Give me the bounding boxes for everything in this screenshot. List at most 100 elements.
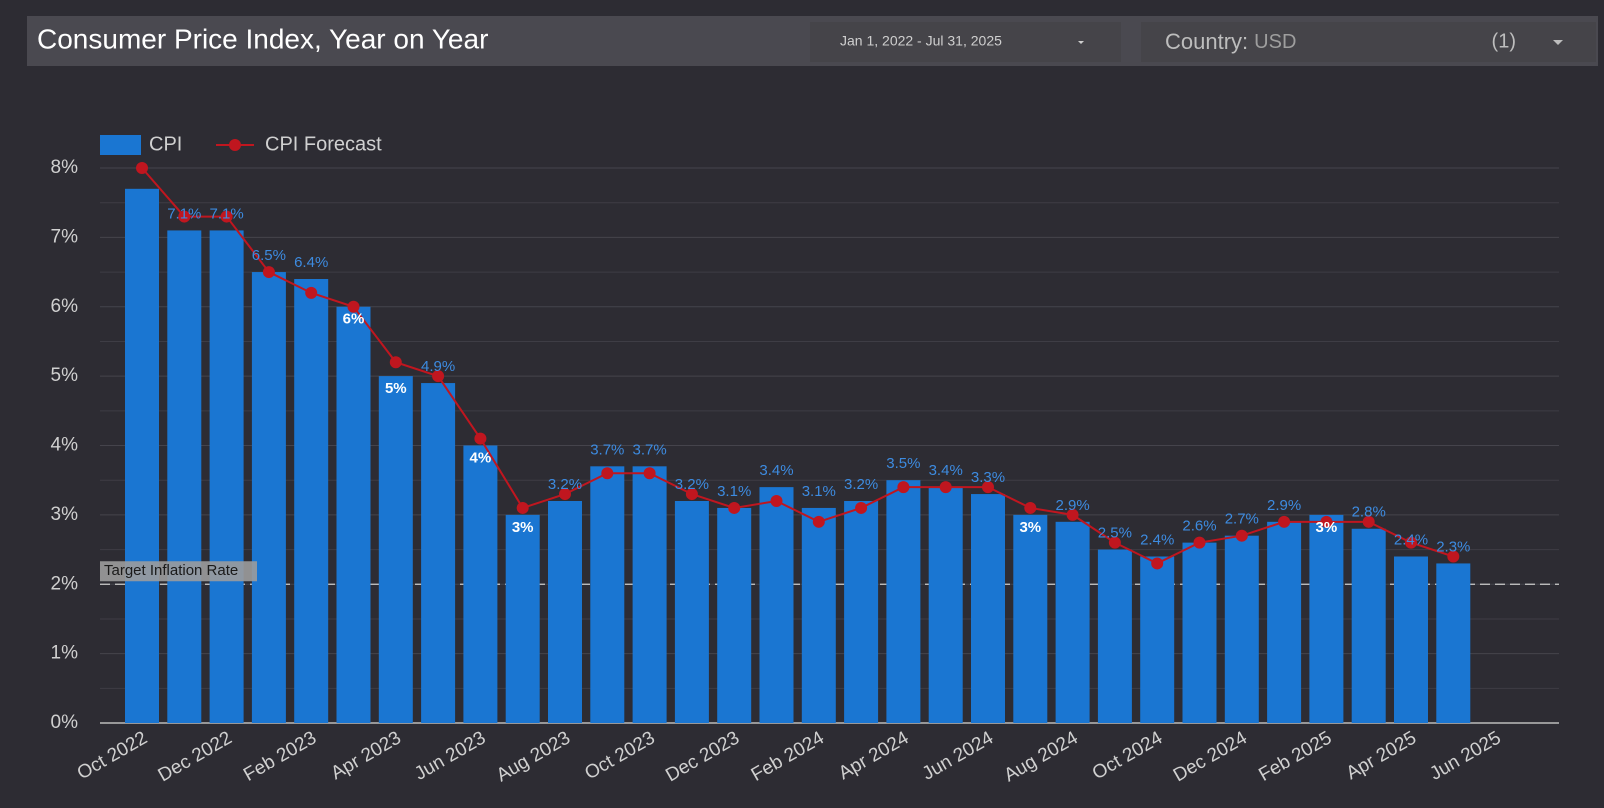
date-picker[interactable]	[810, 22, 1121, 62]
forecast-point	[982, 481, 994, 494]
forecast-point	[389, 356, 402, 369]
forecast-point	[812, 515, 825, 528]
country-value: USD	[1254, 31, 1296, 53]
bar	[1182, 542, 1217, 723]
date-range: Jan 1, 2022 - Jul 31, 2025	[840, 33, 1002, 49]
data-label: 2.4%	[1394, 531, 1428, 548]
bar	[378, 376, 413, 723]
forecast-point	[1405, 536, 1417, 549]
bar	[1267, 521, 1302, 723]
data-label: 7.1%	[167, 205, 201, 222]
forecast-point	[220, 210, 233, 223]
forecast-point	[643, 467, 656, 480]
bar	[590, 466, 625, 723]
data-label: 2.9%	[1267, 497, 1301, 514]
y-tick-label: 5%	[51, 365, 79, 386]
forecast-point	[432, 370, 445, 383]
dropdown-arrow	[1553, 40, 1563, 45]
forecast-point	[516, 501, 529, 514]
bar	[844, 501, 879, 723]
dropdown-arrow	[1078, 41, 1084, 44]
forecast-point	[770, 495, 783, 507]
data-label: 3.4%	[929, 462, 963, 479]
bar	[251, 272, 286, 723]
bar	[928, 487, 963, 723]
forecast-point	[474, 432, 487, 445]
data-label: 4%	[470, 449, 492, 466]
forecast-point	[728, 501, 741, 514]
y-tick-label: 8%	[51, 157, 79, 178]
data-label: 3.1%	[802, 483, 836, 500]
forecast-point	[1320, 515, 1333, 528]
bar	[886, 480, 921, 723]
y-tick-label: 4%	[51, 435, 79, 456]
data-label: 2.9%	[1055, 497, 1089, 514]
bar	[717, 507, 752, 723]
data-label: 3.3%	[971, 469, 1005, 486]
y-tick-label: 1%	[51, 643, 79, 664]
forecast-point	[939, 481, 952, 494]
country-filter-text: Country: USD	[1165, 29, 1296, 54]
data-label: 3.2%	[548, 476, 582, 493]
data-label: 3%	[1316, 519, 1338, 536]
bar	[1351, 528, 1386, 723]
forecast-point	[1151, 557, 1164, 570]
bar	[1097, 549, 1132, 723]
page-title: Consumer Price Index, Year on Year	[37, 23, 488, 54]
y-tick-label: 2%	[51, 573, 79, 594]
data-label: 3.4%	[759, 462, 793, 479]
legend-label: CPI Forecast	[265, 133, 382, 155]
country-label: Country:	[1165, 29, 1248, 54]
country-filter[interactable]	[1141, 22, 1596, 62]
bar	[548, 501, 582, 723]
bar	[674, 501, 709, 723]
bar	[801, 507, 836, 723]
forecast-point	[1235, 529, 1248, 542]
forecast-point	[347, 300, 360, 313]
forecast-point	[136, 162, 148, 174]
bar	[1140, 556, 1175, 723]
data-label: 2.3%	[1436, 538, 1470, 555]
data-label: 4.9%	[421, 358, 455, 375]
forecast-point	[1447, 550, 1460, 563]
data-label: 3.7%	[590, 441, 624, 458]
y-tick-label: 0%	[51, 712, 79, 733]
legend-swatch	[100, 135, 141, 155]
bar	[1309, 514, 1344, 723]
legend-label: CPI	[149, 133, 182, 155]
y-tick-label: 3%	[51, 504, 79, 525]
bar	[1394, 556, 1428, 723]
data-label: 6.4%	[294, 254, 328, 271]
data-label: 2.4%	[1140, 531, 1174, 548]
data-label: 6%	[343, 311, 365, 328]
forecast-point	[178, 210, 191, 223]
target-label: Target Inflation Rate	[104, 562, 238, 579]
forecast-point	[1024, 501, 1037, 514]
data-label: 6.5%	[252, 247, 286, 264]
bar	[1224, 535, 1259, 723]
forecast-point	[601, 467, 614, 480]
data-label: 3%	[1019, 519, 1041, 536]
bar	[336, 306, 371, 723]
bar	[971, 494, 1005, 723]
bar	[463, 445, 498, 723]
forecast-point	[305, 286, 318, 299]
forecast-point	[559, 488, 571, 501]
bar	[421, 383, 456, 723]
data-label: 3.2%	[844, 476, 878, 493]
forecast-point	[855, 501, 868, 514]
data-label: 3.2%	[675, 476, 709, 493]
data-label: 3.7%	[632, 441, 666, 458]
bar	[1055, 521, 1090, 723]
data-label: 2.6%	[1182, 518, 1216, 535]
forecast-point	[1108, 536, 1121, 549]
forecast-point	[1066, 508, 1079, 521]
bar	[1436, 563, 1471, 723]
bar	[209, 230, 244, 723]
bar	[759, 487, 794, 723]
bar	[1013, 514, 1048, 723]
data-label: 5%	[385, 380, 407, 397]
target-label-box	[100, 561, 257, 582]
bar	[294, 279, 329, 723]
